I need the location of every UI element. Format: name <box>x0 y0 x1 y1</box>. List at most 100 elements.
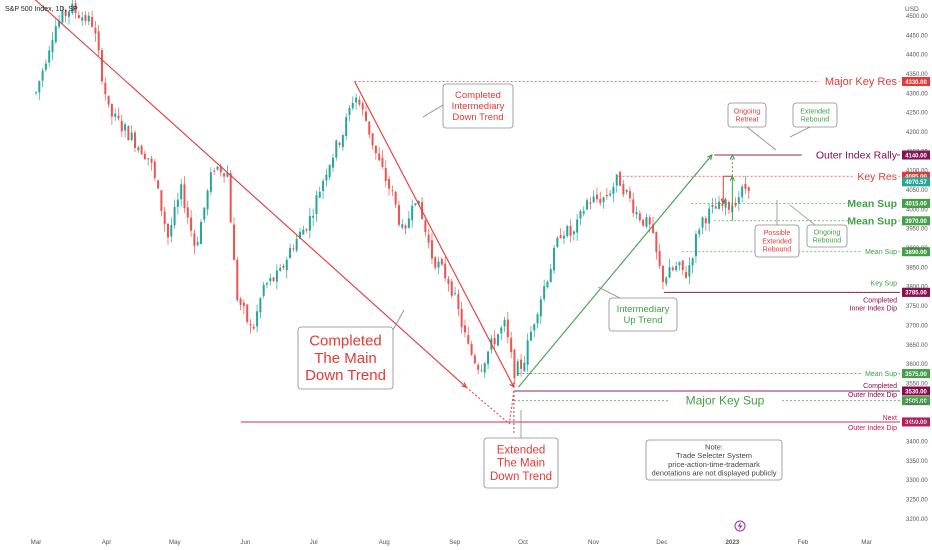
candle-body <box>117 115 120 119</box>
extended-trend-line <box>508 390 515 424</box>
candle-body <box>51 40 54 53</box>
candle-body <box>714 206 717 209</box>
price-badge <box>902 386 930 396</box>
candle-body <box>417 200 420 205</box>
candle-body <box>454 293 457 295</box>
y-tick-label: 3700.00 <box>906 323 928 329</box>
price-badge <box>902 287 930 297</box>
y-tick-label: 4500.00 <box>906 14 928 20</box>
label-bg <box>862 368 898 378</box>
candle-body <box>374 145 377 154</box>
candle-body <box>579 211 582 219</box>
price-badge-label: 3530.00 <box>905 389 927 395</box>
x-tick-label: Oct <box>518 539 528 546</box>
candle-body <box>38 81 41 93</box>
annotation-text: Completed <box>455 90 501 101</box>
candle-body <box>54 26 57 43</box>
annotation-text: Up Trend <box>623 315 662 326</box>
candle-body <box>147 158 150 160</box>
candle-body <box>348 107 351 115</box>
candle-body <box>477 365 480 370</box>
annotation-text: The Main <box>314 350 377 367</box>
candle-body <box>559 235 562 239</box>
trend-line <box>518 154 713 388</box>
mean-sup-4015-label: Mean Sup <box>847 198 897 210</box>
annotation-text: The Main <box>497 458 545 470</box>
candle-body <box>721 204 724 207</box>
candle-body <box>289 248 292 259</box>
candle-body <box>414 203 417 205</box>
label-bg <box>850 196 898 209</box>
candle-body <box>308 215 311 231</box>
y-tick-label: 3550.00 <box>906 381 928 387</box>
y-tick-label: 3500.00 <box>906 401 928 407</box>
candle-body <box>553 247 556 271</box>
y-tick-label: 4250.00 <box>906 111 928 117</box>
candle-body <box>209 172 212 192</box>
candle-body <box>358 99 361 105</box>
candle-body <box>94 28 97 34</box>
candle-body <box>160 190 163 212</box>
candle-body <box>203 207 206 220</box>
candle-body <box>223 173 226 177</box>
candle-body <box>533 324 536 331</box>
candle-body <box>120 120 123 132</box>
candle-body <box>44 63 47 70</box>
extended-trend-line <box>465 386 510 425</box>
candle-body <box>97 31 100 51</box>
candle-body <box>500 327 503 334</box>
candle-body <box>246 304 249 323</box>
price-badge <box>902 150 930 160</box>
label-bg <box>862 246 898 256</box>
candle-body <box>170 225 173 237</box>
annotation-leader <box>789 204 816 226</box>
candle-body <box>701 217 704 228</box>
candle-body <box>391 190 394 192</box>
annotation-text: Down Trend <box>490 471 552 483</box>
candle-body <box>361 103 364 110</box>
price-badge-label: 3450.00 <box>905 420 927 426</box>
annotation-leader <box>746 126 777 151</box>
y-tick-label: 3750.00 <box>906 304 928 310</box>
trend-arrowhead <box>707 154 713 160</box>
price-badge-label: 3890.00 <box>905 250 927 256</box>
candle-body <box>562 235 565 239</box>
y-tick-label: 4400.00 <box>906 53 928 59</box>
candle-body <box>196 242 199 246</box>
candle-body <box>513 349 516 379</box>
candle-body <box>157 180 160 189</box>
y-tick-label: 4300.00 <box>906 91 928 97</box>
price-axis[interactable]: 3200.00 3250.00 3300.00 3350.00 3400.00 3450.… <box>906 14 928 523</box>
candle-body <box>437 261 440 268</box>
candle-body <box>549 269 552 283</box>
y-tick-label: 4200.00 <box>906 130 928 136</box>
candle-body <box>322 181 325 192</box>
candle-body <box>744 183 747 189</box>
candle-body <box>229 173 232 223</box>
label-bg <box>801 148 897 161</box>
x-tick-label: Apr <box>102 539 112 546</box>
annotation-box <box>727 102 767 128</box>
time-axis[interactable]: Mar Apr May Jun Jul Aug Sep Oct Nov Dec 2023 Feb Mar… <box>31 539 932 546</box>
candle-body <box>652 224 655 234</box>
candle-body <box>688 265 691 277</box>
x-tick-label: Sep <box>449 539 461 546</box>
annotation-leader <box>789 126 811 138</box>
price-badge <box>902 177 930 187</box>
next-outer-label-1: Next <box>883 415 897 422</box>
candle-body <box>675 266 678 271</box>
candle-body <box>668 267 671 278</box>
candle-body <box>355 97 358 103</box>
price-badge-label: 4330.00 <box>905 80 927 86</box>
candle-body <box>566 226 569 237</box>
candle-body <box>64 10 67 16</box>
candle-body <box>262 284 265 296</box>
outer-index-rally-label: Outer Index Rally <box>816 150 898 162</box>
candle-body <box>166 223 169 238</box>
candle-body <box>84 15 87 22</box>
candle-body <box>665 277 668 284</box>
candle-body <box>615 174 618 186</box>
y-tick-label: 3350.00 <box>906 459 928 465</box>
lightning-bolt-icon[interactable] <box>734 520 746 532</box>
